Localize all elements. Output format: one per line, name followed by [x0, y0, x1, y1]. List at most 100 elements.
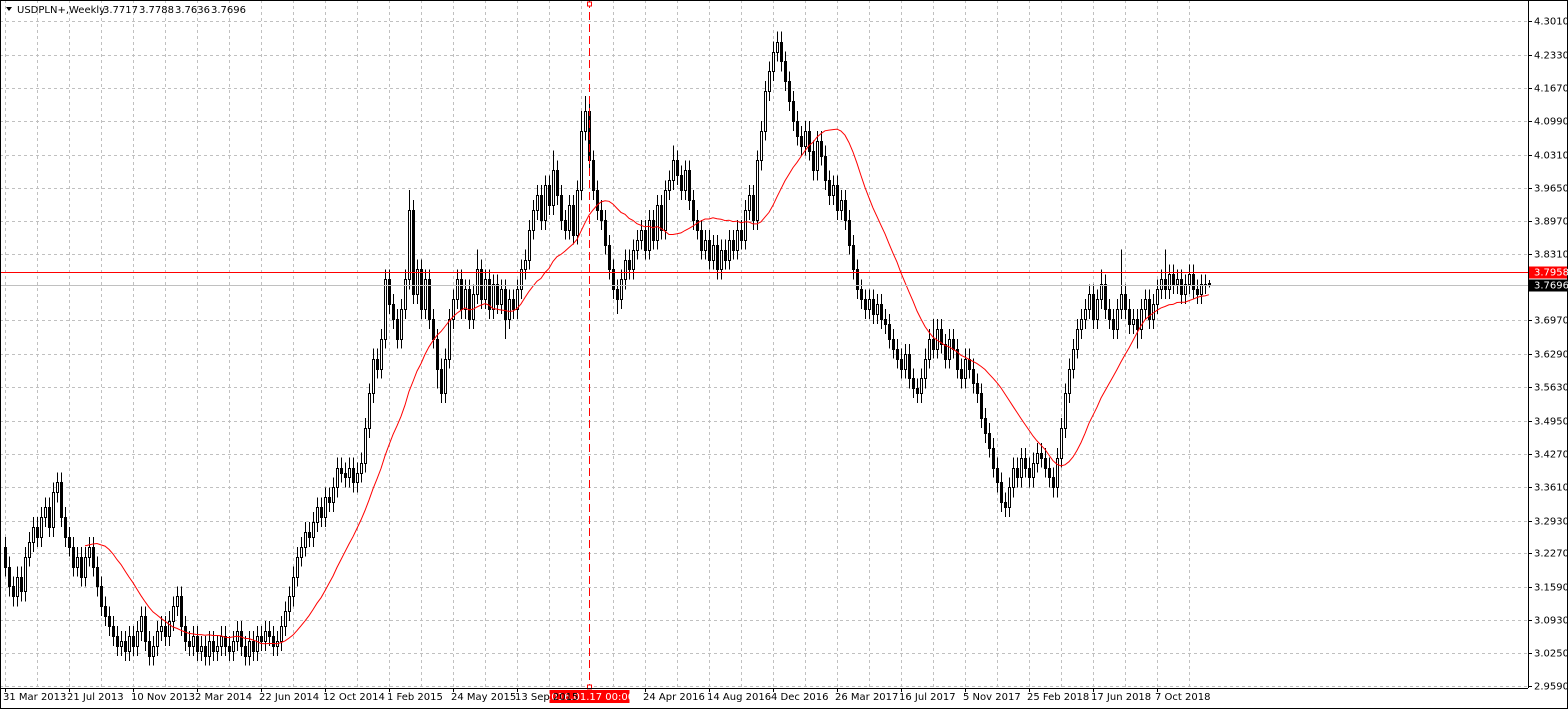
- level-label: 3.7958: [1534, 268, 1568, 279]
- candle-body-up: [452, 299, 455, 320]
- candle-body-up: [160, 626, 163, 632]
- candle-body-down: [428, 279, 431, 320]
- candle-body-up: [1076, 329, 1079, 350]
- candle-body-up: [284, 611, 287, 627]
- y-tick-label: 3.2930: [1534, 517, 1568, 528]
- candle-body-down: [184, 626, 187, 642]
- candle-body-down: [824, 156, 827, 181]
- symbol-title: USDPLN+,Weekly: [17, 5, 105, 16]
- candle-body-down: [888, 324, 891, 340]
- candle-body-down: [72, 547, 75, 568]
- candle-body-up: [176, 596, 179, 607]
- candle-body-up: [1060, 428, 1063, 459]
- candle-body-up: [408, 210, 411, 280]
- candle-body-down: [1192, 274, 1195, 290]
- candle-body-down: [628, 260, 631, 270]
- candle-body-down: [460, 279, 463, 310]
- candle-body-up: [656, 205, 659, 241]
- candle-body-down: [844, 200, 847, 221]
- candle-body-down: [752, 195, 755, 221]
- candle-body-down: [1124, 294, 1127, 310]
- candle-body-up: [1056, 458, 1059, 488]
- candle-body-down: [4, 547, 7, 568]
- x-tick-label: 16 Jul 2017: [899, 692, 956, 703]
- candle-body-down: [1004, 502, 1007, 508]
- candle-body-down: [1112, 319, 1115, 330]
- candle-body-up: [192, 636, 195, 647]
- candle-body-down: [328, 497, 331, 503]
- y-tick-label: 4.0310: [1534, 151, 1568, 162]
- candle-body-down: [468, 289, 471, 320]
- candle-body-down: [852, 245, 855, 270]
- candle-body-up: [816, 141, 819, 171]
- candle-body-down: [820, 141, 823, 157]
- candle-body-down: [700, 230, 703, 251]
- candle-body-down: [644, 230, 647, 251]
- candle-body-down: [968, 359, 971, 370]
- x-tick-label: 1 Feb 2015: [387, 692, 443, 703]
- candle-body-up: [744, 210, 747, 241]
- candle-body-up: [544, 185, 547, 221]
- candle-body-down: [708, 240, 711, 261]
- candle-body-up: [568, 205, 571, 231]
- candle-body-up: [524, 260, 527, 270]
- y-tick-label: 3.0250: [1534, 649, 1568, 660]
- candle-body-up: [668, 180, 671, 191]
- candle-body-down: [92, 547, 95, 568]
- x-tick-label: 14 Aug 2016: [707, 692, 771, 703]
- candle-body-up: [620, 279, 623, 300]
- candle-body-up: [1088, 294, 1091, 310]
- crosshair-label: 2016.01.17 00:00: [545, 692, 634, 703]
- candle-body-up: [1176, 279, 1179, 285]
- candle-body-up: [920, 378, 923, 394]
- candle-body-up: [1156, 289, 1159, 305]
- candle-body-down: [20, 577, 23, 592]
- candle-body-up: [1072, 349, 1075, 370]
- candle-body-down: [240, 631, 243, 647]
- candle-body-up: [404, 279, 407, 310]
- candle-body-down: [144, 616, 147, 642]
- candle-body-down: [1052, 477, 1055, 488]
- y-tick-label: 3.6970: [1534, 316, 1568, 327]
- candle-body-down: [1180, 279, 1183, 295]
- candle-body-up: [280, 626, 283, 642]
- candle-body-up: [324, 497, 327, 518]
- candle-body-down: [856, 269, 859, 290]
- x-tick-label: 22 Jun 2014: [259, 692, 319, 703]
- candle-body-down: [716, 245, 719, 270]
- candle-body-up: [1020, 458, 1023, 478]
- moving-average: [84, 128, 1210, 645]
- candle-body-up: [948, 339, 951, 360]
- candle-body-up: [232, 641, 235, 652]
- candle-body-up: [76, 557, 79, 568]
- candle-body-up: [1200, 284, 1203, 295]
- candle-body-up: [28, 542, 31, 558]
- menu-arrow[interactable]: [6, 7, 12, 11]
- candle-body-down: [352, 468, 355, 483]
- candle-body-up: [492, 284, 495, 310]
- candle-body-up: [552, 170, 555, 206]
- candle-body-down: [504, 289, 507, 320]
- candle-body-down: [96, 567, 99, 587]
- candle-body-up: [52, 492, 55, 528]
- candle-body-down: [320, 507, 323, 518]
- candle-body-down: [164, 626, 167, 637]
- header-close: 3.7696: [211, 5, 246, 16]
- candle-body-down: [724, 250, 727, 261]
- candle-body-up: [372, 359, 375, 394]
- candle-body-down: [480, 269, 483, 300]
- candle-body-up: [416, 269, 419, 295]
- candle-body-down: [860, 289, 863, 300]
- y-tick-label: 3.3610: [1534, 483, 1568, 494]
- candle-body-up: [768, 71, 771, 92]
- candle-body-down: [952, 339, 955, 350]
- candle-body-down: [796, 121, 799, 137]
- candle-body-down: [1044, 458, 1047, 469]
- candle-body-down: [1048, 468, 1051, 478]
- candle-body-up: [576, 190, 579, 236]
- candle-body-down: [148, 641, 151, 657]
- candle-body-up: [684, 170, 687, 191]
- candle-body-up: [40, 517, 43, 538]
- candle-body-up: [360, 463, 363, 474]
- candle-body-down: [100, 586, 103, 607]
